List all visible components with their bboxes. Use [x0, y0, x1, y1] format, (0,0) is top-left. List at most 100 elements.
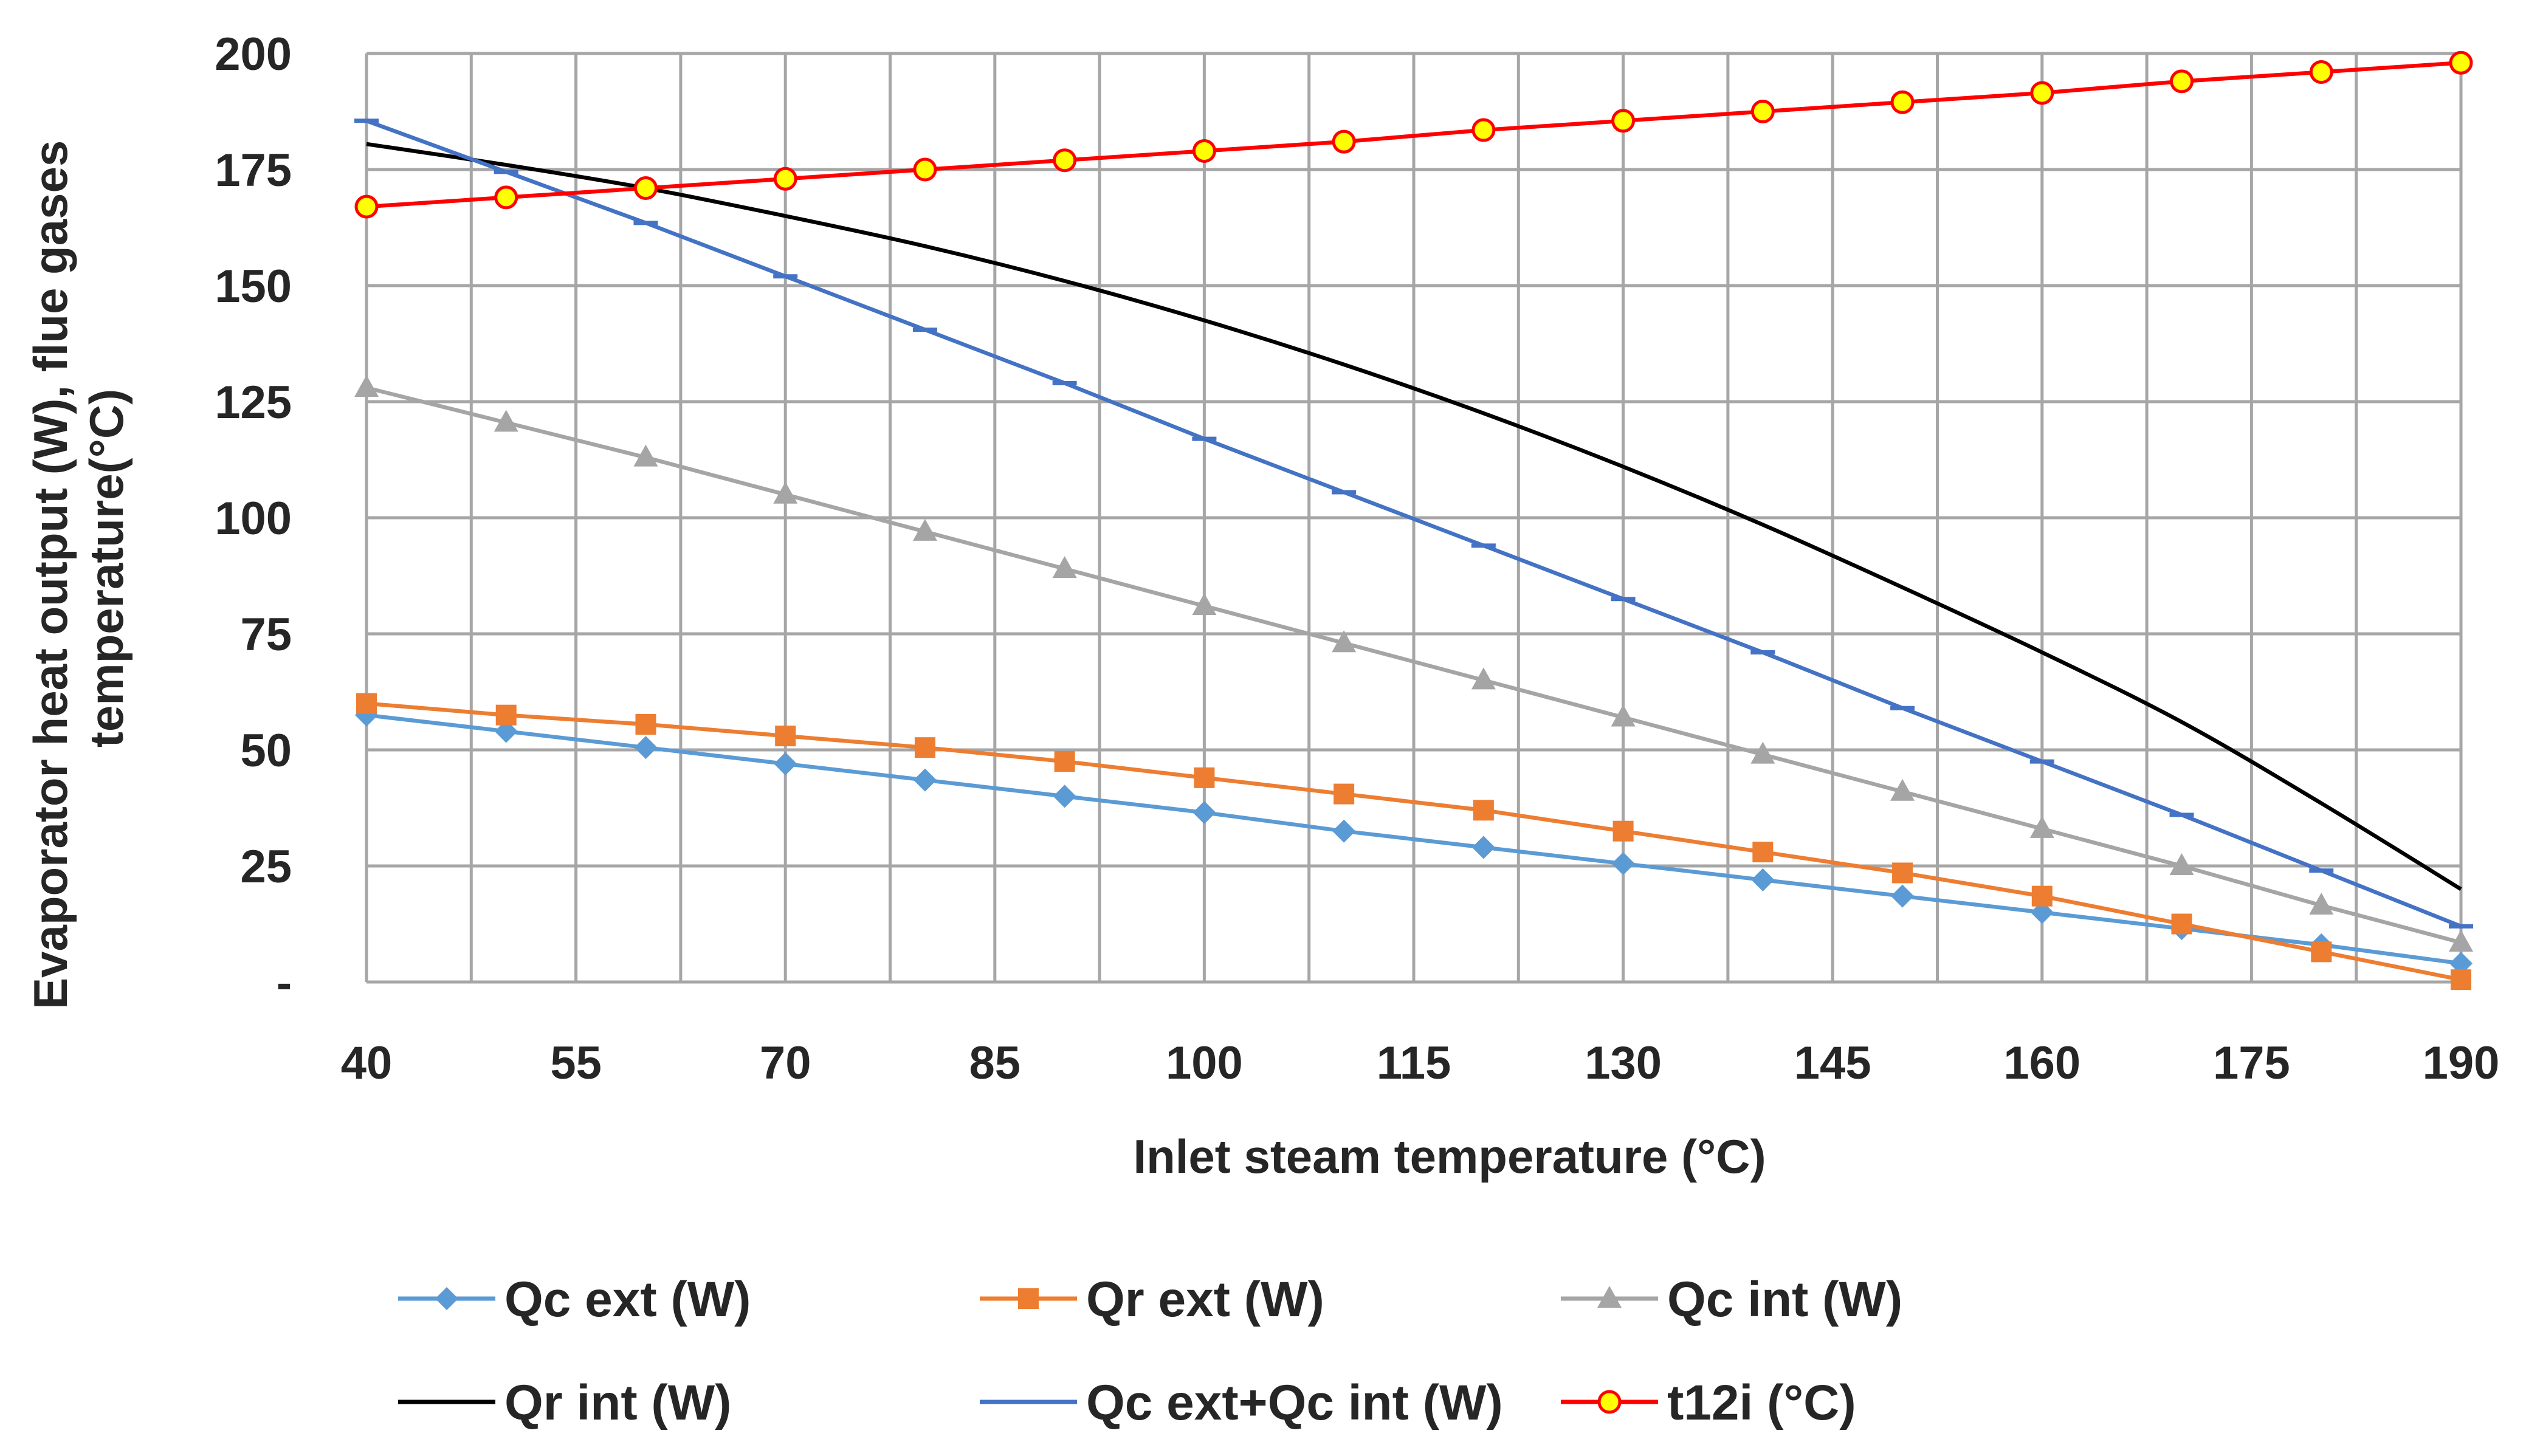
data-point-diamond — [2449, 952, 2473, 975]
data-point-circle — [1890, 90, 1915, 114]
x-tick-label: 100 — [1166, 1037, 1243, 1089]
data-point-diamond — [1053, 785, 1076, 808]
series-qr-ext-w — [356, 693, 2471, 991]
data-point-diamond — [1471, 836, 1495, 859]
y-tick-label: 150 — [215, 261, 292, 312]
data-point-triangle — [2029, 816, 2054, 838]
data-point-diamond — [913, 768, 937, 792]
y-tick-label: 100 — [215, 493, 292, 544]
series-line — [366, 61, 2462, 209]
series-qc-ext-qc-int-w — [354, 118, 2473, 929]
series-line — [366, 385, 2462, 945]
x-tick-label: 115 — [1377, 1037, 1451, 1089]
x-tick-label: 55 — [550, 1037, 602, 1089]
series-qc-int-w — [354, 375, 2473, 952]
data-point-square — [495, 704, 517, 726]
data-point-triangle — [633, 444, 658, 467]
data-point-square — [1018, 1288, 1039, 1309]
series-line — [365, 118, 2462, 929]
data-point-square — [1752, 842, 1774, 863]
data-point-circle — [633, 176, 658, 201]
legend-label: Qc int (W) — [1667, 1272, 1902, 1327]
series-line — [366, 142, 2462, 891]
x-tick-label: 190 — [2423, 1037, 2500, 1089]
x-tick-label: 145 — [1794, 1037, 1871, 1089]
x-tick-label: 70 — [760, 1037, 811, 1089]
y-tick-label: 175 — [215, 145, 292, 196]
y-tick-label: - — [277, 957, 292, 1009]
data-point-circle — [1053, 148, 1077, 173]
y-tick-label: 25 — [240, 841, 292, 893]
legend-item: Qr ext (W) — [980, 1272, 1324, 1327]
y-axis-title-line-2: temperature(°C) — [80, 389, 133, 747]
data-point-diamond — [774, 752, 797, 775]
data-point-diamond — [1192, 801, 1216, 825]
data-point-square — [2031, 885, 2053, 907]
data-point-circle — [1611, 109, 1636, 133]
data-point-triangle — [2169, 853, 2194, 875]
data-point-triangle — [1052, 556, 1077, 579]
data-point-square — [2171, 913, 2192, 935]
legend: Qc ext (W) Qr ext (W) Qc int (W) Qr int (W)… — [398, 1272, 1902, 1430]
data-point-square — [775, 726, 796, 747]
data-point-circle — [913, 157, 937, 182]
data-point-triangle — [2449, 930, 2473, 952]
x-tick-label: 40 — [341, 1037, 393, 1089]
legend-label: t12i (°C) — [1667, 1375, 1856, 1430]
data-point-square — [2311, 941, 2332, 963]
data-point-circle — [773, 167, 797, 191]
y-axis-title: Evaporator heat output (W), flue gases t… — [24, 127, 133, 1009]
data-point-square — [1054, 751, 1075, 772]
data-point-circle — [1332, 129, 1356, 154]
data-point-circle — [354, 194, 379, 219]
legend-label: Qc ext (W) — [504, 1272, 751, 1327]
y-tick-label: 75 — [240, 609, 292, 661]
data-point-triangle — [1750, 741, 1775, 764]
data-point-triangle — [494, 410, 518, 432]
y-tick-label: 200 — [215, 29, 292, 80]
y-axis-title-line-1: Evaporator heat output (W), flue gases — [24, 140, 77, 1009]
x-tick-labels: 40 55 70 85 100 115 130 145 160 175 190 — [341, 1037, 2500, 1089]
x-tick-label: 130 — [1585, 1037, 1662, 1089]
legend-label: Qc ext+Qc int (W) — [1086, 1375, 1503, 1430]
data-point-diamond — [494, 719, 518, 743]
data-point-circle — [2170, 69, 2194, 94]
data-point-triangle — [912, 518, 937, 541]
data-point-square — [1612, 820, 1634, 842]
data-point-diamond — [2030, 901, 2054, 924]
data-point-circle — [2309, 60, 2333, 84]
data-point-square — [1473, 800, 1494, 821]
x-tick-label: 175 — [2213, 1037, 2290, 1089]
data-point-circle — [1750, 100, 1775, 123]
legend-item: Qc int (W) — [1561, 1272, 1902, 1327]
data-point-square — [1334, 783, 1355, 805]
data-point-circle — [1597, 1390, 1622, 1414]
series-qc-ext-w — [355, 703, 2473, 975]
legend-item: Qr int (W) — [398, 1375, 731, 1430]
data-point-triangle — [1471, 667, 1496, 690]
series-t12i-c — [354, 50, 2473, 219]
data-point-square — [1194, 767, 1215, 788]
data-point-circle — [1192, 139, 1216, 163]
data-point-circle — [2449, 50, 2473, 75]
x-axis-title: Inlet steam temperature (°C) — [1133, 1130, 1766, 1183]
y-tick-label: 50 — [240, 725, 292, 777]
data-point-triangle — [1332, 630, 1357, 653]
data-point-square — [2451, 969, 2471, 991]
data-point-triangle — [1611, 704, 1636, 727]
data-point-triangle — [2309, 892, 2334, 915]
legend-label: Qr int (W) — [504, 1375, 731, 1430]
data-point-triangle — [354, 375, 379, 397]
x-tick-label: 160 — [2003, 1037, 2080, 1089]
data-series — [354, 50, 2473, 991]
data-point-diamond — [634, 736, 658, 760]
data-point-square — [635, 713, 656, 735]
data-point-diamond — [1751, 868, 1775, 891]
legend-item: Qc ext (W) — [398, 1272, 751, 1327]
series-qr-int-w — [366, 142, 2462, 891]
data-point-triangle — [773, 481, 798, 504]
series-line — [366, 713, 2462, 966]
data-point-diamond — [1611, 852, 1635, 876]
